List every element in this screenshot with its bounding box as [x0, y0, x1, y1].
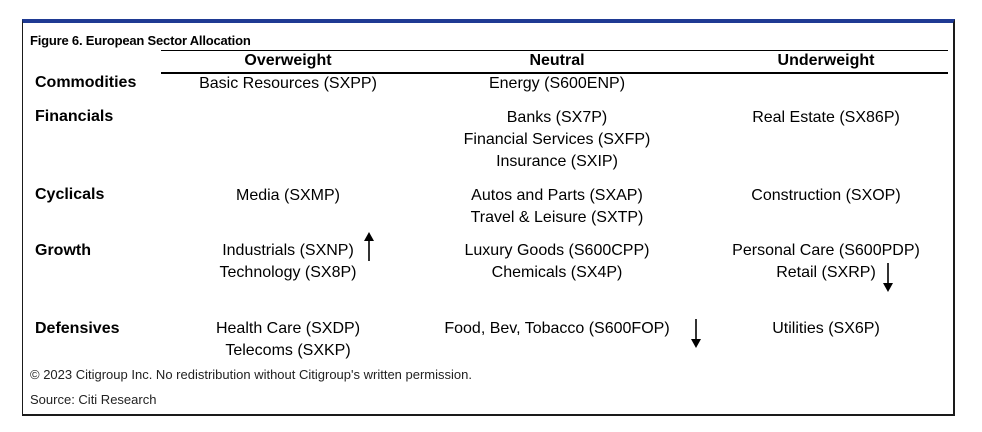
- column-header-underweight: Underweight: [777, 52, 875, 69]
- sector-item: Energy (S600ENP): [488, 75, 626, 92]
- cell-cyclicals-overweight: Media (SXMP): [168, 185, 408, 207]
- cell-defensives-underweight: Utilities (SX6P): [706, 318, 946, 340]
- sector-item: Technology (SX8P): [219, 264, 357, 281]
- row-label-growth: Growth: [35, 242, 91, 259]
- sector-item: Industrials (SXNP): [222, 242, 354, 259]
- cell-growth-underweight: Personal Care (S600PDP) Retail (SXRP): [706, 240, 946, 284]
- source-note: Source: Citi Research: [30, 392, 157, 407]
- row-label-commodities: Commodities: [35, 74, 137, 91]
- sector-item: Food, Bev, Tobacco (S600FOP): [444, 320, 670, 337]
- cell-financials-underweight: Real Estate (SX86P): [706, 107, 946, 129]
- cell-defensives-neutral: Food, Bev, Tobacco (S600FOP): [423, 318, 691, 340]
- sector-item: Utilities (SX6P): [772, 320, 880, 337]
- cell-cyclicals-neutral: Autos and Parts (SXAP) Travel & Leisure …: [427, 185, 687, 229]
- cell-financials-neutral: Banks (SX7P) Financial Services (SXFP) I…: [427, 107, 687, 173]
- arrow-down-icon: [883, 263, 893, 292]
- arrow-down-icon: [691, 319, 701, 348]
- sector-item: Chemicals (SX4P): [491, 264, 623, 281]
- figure-title: Figure 6. European Sector Allocation: [30, 33, 251, 48]
- cell-commodities-overweight: Basic Resources (SXPP): [168, 73, 408, 95]
- arrow-up-icon: [364, 232, 374, 261]
- sector-item: Health Care (SXDP): [215, 320, 361, 337]
- row-label-defensives: Defensives: [35, 320, 120, 337]
- cell-cyclicals-underweight: Construction (SXOP): [706, 185, 946, 207]
- column-header-neutral: Neutral: [529, 52, 585, 69]
- sector-item: Autos and Parts (SXAP): [471, 187, 643, 204]
- sector-item: Media (SXMP): [235, 187, 341, 204]
- header-top-rule: [161, 50, 948, 51]
- sector-item: Financial Services (SXFP): [463, 131, 651, 148]
- cell-growth-overweight: Industrials (SXNP) Technology (SX8P): [168, 240, 408, 284]
- figure-frame: [22, 19, 955, 416]
- row-label-cyclicals: Cyclicals: [35, 186, 105, 203]
- cell-growth-neutral: Luxury Goods (S600CPP) Chemicals (SX4P): [427, 240, 687, 284]
- sector-item: Telecoms (SXKP): [225, 342, 351, 359]
- sector-item: Basic Resources (SXPP): [199, 75, 377, 92]
- header-bottom-rule: [161, 72, 948, 74]
- sector-item: Banks (SX7P): [506, 109, 608, 126]
- sector-item: Personal Care (S600PDP): [732, 242, 920, 259]
- row-label-financials: Financials: [35, 108, 114, 125]
- sector-item: Construction (SXOP): [751, 187, 901, 204]
- column-header-overweight: Overweight: [244, 52, 332, 69]
- copyright-note: © 2023 Citigroup Inc. No redistribution …: [30, 367, 472, 382]
- sector-item: Retail (SXRP): [776, 264, 876, 281]
- cell-commodities-neutral: Energy (S600ENP): [427, 73, 687, 95]
- cell-defensives-overweight: Health Care (SXDP) Telecoms (SXKP): [168, 318, 408, 362]
- sector-item: Travel & Leisure (SXTP): [470, 209, 644, 226]
- sector-item: Luxury Goods (S600CPP): [464, 242, 650, 259]
- sector-item: Real Estate (SX86P): [752, 109, 900, 126]
- sector-item: Insurance (SXIP): [496, 153, 618, 170]
